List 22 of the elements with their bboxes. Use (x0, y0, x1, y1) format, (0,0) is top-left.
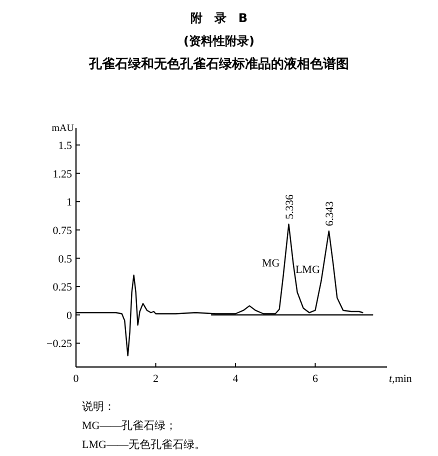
chart-subtitle: (资料性附录) 孔雀石绿和无色孔雀石绿标准品的液相色谱图 (88, 34, 349, 72)
y-tick-label: 1 (66, 196, 72, 209)
annotation: 5.336 (284, 194, 296, 220)
text: 说明： (82, 401, 115, 413)
text: LMG——无色孔雀石绿。 (82, 438, 206, 451)
y-tick-label: 0.75 (52, 224, 72, 237)
y-tick-label: 0 (66, 310, 72, 322)
annotation: 6.343 (324, 200, 336, 226)
x-tick-label: 2 (152, 373, 158, 385)
y-tick-label: 1.5 (58, 140, 72, 152)
y-tick-label: 0.25 (52, 282, 72, 294)
x-axis-title: t,min (389, 373, 412, 385)
x-tick-label: 6 (312, 373, 318, 385)
y-tick-label: 0.5 (58, 253, 72, 266)
x-tick-label: 4 (232, 373, 239, 385)
annotation: MG (262, 257, 280, 270)
chart-title: 附 录 B (190, 11, 248, 25)
text: MG——孔雀石绿； (82, 419, 177, 432)
y-tick-label: −0.25 (46, 338, 72, 350)
y-axis-title: mAU (52, 123, 75, 134)
y-tick-label: 1.25 (52, 168, 72, 180)
annotation: LMG (295, 264, 320, 276)
